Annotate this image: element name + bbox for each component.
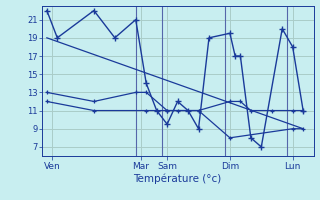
X-axis label: Température (°c): Température (°c) (133, 173, 222, 184)
